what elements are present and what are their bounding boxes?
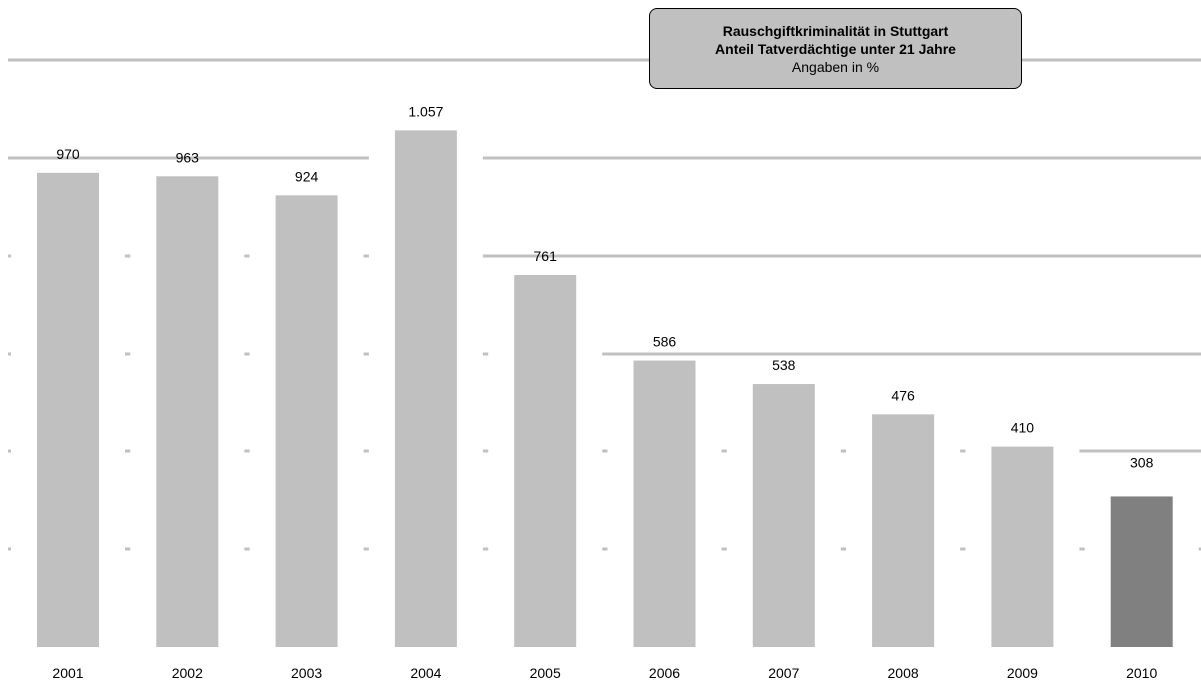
value-label-2009: 410: [1011, 420, 1035, 436]
value-label-2007: 538: [772, 357, 796, 373]
chart-unit-note: Angaben in %: [791, 58, 880, 75]
bar-2003: [275, 195, 338, 647]
bar-2004: [394, 130, 457, 648]
value-label-2002: 963: [176, 149, 200, 165]
bar-2005: [514, 275, 577, 647]
x-tick-label-2007: 2007: [768, 665, 799, 681]
x-tick-label-2006: 2006: [649, 665, 680, 681]
bar-2002: [156, 176, 219, 648]
x-tick-label-2001: 2001: [52, 665, 83, 681]
x-axis-tick-labels: 2001 2002 2003 2004 2005 2006 2007 2008 2009 2010: [52, 665, 1157, 681]
value-label-2003: 924: [295, 168, 319, 184]
x-tick-label-2005: 2005: [530, 665, 561, 681]
bar-2007: [752, 384, 815, 647]
value-label-2008: 476: [891, 387, 915, 403]
bar-2001: [37, 172, 99, 647]
value-label-2010: 308: [1130, 454, 1154, 470]
x-tick-label-2003: 2003: [291, 665, 322, 681]
value-label-2005: 761: [534, 248, 558, 264]
chart-subtitle: Anteil Tatverdächtige unter 21 Jahre: [715, 40, 956, 57]
x-tick-label-2004: 2004: [410, 665, 441, 681]
chart-title-box: Rauschgiftkriminalität in Stuttgart Ante…: [649, 8, 1022, 89]
value-labels: 970 963 924 1.057 761 586 538 476 410 308: [56, 103, 1153, 470]
value-label-2004: 1.057: [408, 103, 443, 119]
bars: [11, 130, 1199, 648]
bar-2008: [872, 414, 935, 647]
x-tick-label-2009: 2009: [1007, 665, 1038, 681]
bar-2009: [991, 446, 1054, 647]
value-label-2001: 970: [56, 146, 80, 162]
x-tick-label-2002: 2002: [172, 665, 203, 681]
bar-2010: [1110, 496, 1173, 647]
value-label-2006: 586: [653, 334, 677, 350]
chart-title: Rauschgiftkriminalität in Stuttgart: [722, 22, 949, 39]
bar-2006: [633, 360, 696, 647]
x-tick-label-2010: 2010: [1126, 665, 1157, 681]
x-tick-label-2008: 2008: [888, 665, 919, 681]
